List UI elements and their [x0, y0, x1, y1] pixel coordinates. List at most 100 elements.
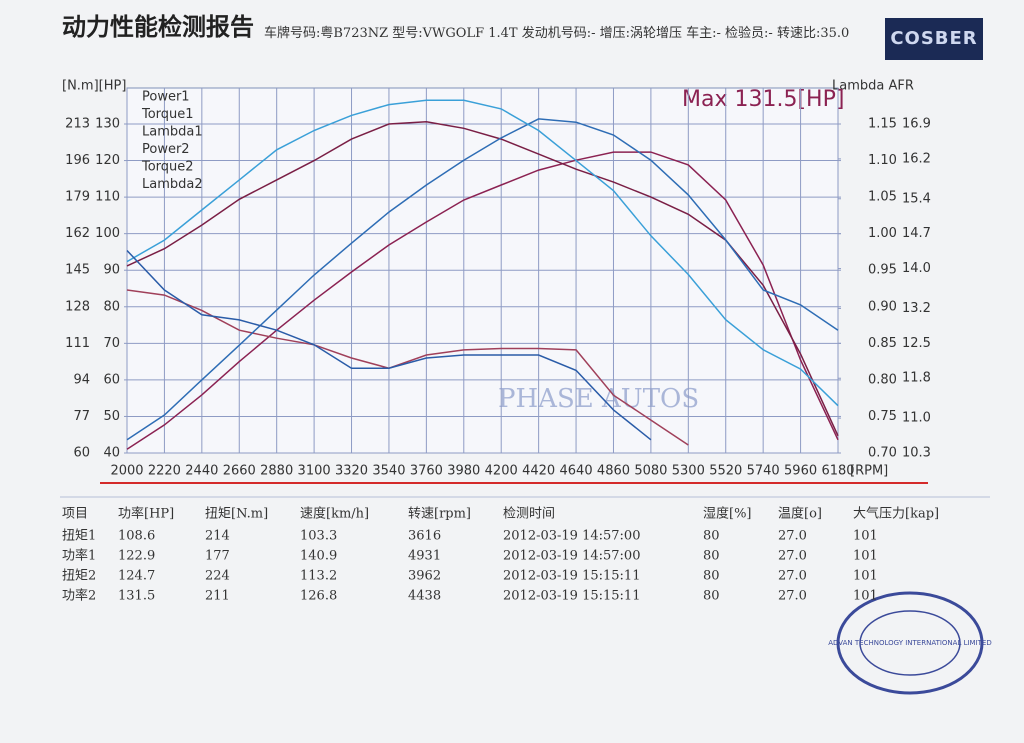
- table-cell: 140.9: [300, 549, 337, 564]
- table-cell: 177: [205, 549, 230, 564]
- table-cell: 101: [853, 529, 878, 544]
- y-tick-label: 1.00: [868, 226, 897, 241]
- stamp-ring: [859, 610, 961, 676]
- legend-entry: Lambda1: [142, 125, 203, 140]
- y-tick-label: 11.0: [902, 411, 931, 426]
- series-line: [126, 118, 839, 441]
- table-header: 项目: [62, 507, 88, 522]
- table-cell: 27.0: [778, 549, 807, 564]
- table-cell: 113.2: [300, 569, 337, 584]
- y-tick-label: 40: [103, 446, 120, 461]
- x-tick-label: 4420: [522, 464, 555, 479]
- y-tick-label: 100: [95, 226, 120, 241]
- y-tick-label: 14.7: [902, 226, 931, 241]
- y-tick-label: 110: [95, 190, 120, 205]
- y-tick-label: 80: [103, 299, 120, 314]
- table-cell: 126.8: [300, 589, 337, 604]
- y-tick-label: 162: [65, 226, 90, 241]
- series-line: [126, 249, 652, 441]
- y-tick-label: 16.2: [902, 151, 931, 166]
- x-tick-label: 2220: [148, 464, 181, 479]
- vehicle-info: 车牌号码:粤B723NZ 型号:VWGOLF 1.4T 发动机号码:- 增压:涡…: [264, 26, 850, 41]
- table-cell: 27.0: [778, 589, 807, 604]
- table-cell: 功率1: [62, 548, 96, 564]
- y-tick-label: 16.9: [902, 117, 931, 132]
- table-cell: 80: [703, 569, 720, 584]
- y-tick-label: 1.15: [868, 117, 897, 132]
- table-cell: 4931: [408, 549, 441, 564]
- table-header: 速度[km/h]: [300, 506, 369, 522]
- legend-entry: Torque2: [141, 160, 194, 175]
- y-tick-label: 0.80: [868, 372, 897, 387]
- series-line: [126, 121, 839, 437]
- y-tick-label: 13.2: [902, 301, 931, 316]
- y-tick-label: 179: [65, 190, 90, 205]
- table-cell: 功率2: [62, 588, 96, 604]
- table-cell: 3962: [408, 569, 441, 584]
- table-header: 转速[rpm]: [408, 507, 471, 522]
- table-cell: 2012-03-19 14:57:00: [503, 529, 640, 544]
- table-cell: 131.5: [118, 589, 155, 604]
- x-tick-label: 2000: [110, 464, 143, 479]
- table-cell: 80: [703, 549, 720, 564]
- y-tick-label: 70: [103, 336, 120, 351]
- table-cell: 2012-03-19 15:15:11: [503, 569, 640, 584]
- y-tick-label: 128: [65, 299, 90, 314]
- table-cell: 103.3: [300, 529, 337, 544]
- left-axis-title: [N.m][HP]: [62, 79, 126, 94]
- y-tick-label: 90: [103, 263, 120, 278]
- x-tick-label: 3980: [447, 464, 480, 479]
- series-line: [126, 151, 839, 450]
- table-cell: 122.9: [118, 549, 155, 564]
- table-cell: 101: [853, 569, 878, 584]
- y-tick-label: 0.70: [868, 446, 897, 461]
- table-cell: 124.7: [118, 569, 155, 584]
- table-header: 大气压力[kap]: [853, 506, 939, 522]
- series-line: [126, 289, 689, 446]
- data-table: 项目 功率[HP] 扭矩[N.m] 速度[km/h] 转速[rpm] 检测时间 湿度[%] 温…: [62, 506, 939, 604]
- x-tick-label: 5520: [709, 464, 742, 479]
- y-tick-label: 1.05: [868, 190, 897, 205]
- x-tick-label: 4640: [560, 464, 593, 479]
- legend-entry: Power1: [142, 90, 190, 105]
- x-tick-label: 3320: [335, 464, 368, 479]
- y-tick-label: 14.0: [902, 261, 931, 276]
- y-tick-label: 213: [65, 117, 90, 132]
- table-cell: 101: [853, 549, 878, 564]
- y-tick-label: 15.4: [902, 191, 931, 206]
- y-tick-label: 145: [65, 263, 90, 278]
- table-header: 扭矩[N.m]: [205, 507, 268, 522]
- y-tick-label: 0.95: [868, 263, 897, 278]
- y-tick-label: 50: [103, 409, 120, 424]
- table-cell: 3616: [408, 529, 441, 544]
- y-tick-label: 0.90: [868, 299, 897, 314]
- table-cell: 27.0: [778, 529, 807, 544]
- y-tick-label: 60: [103, 372, 120, 387]
- report-title: 动力性能检测报告: [62, 13, 254, 41]
- x-tick-label: 5740: [747, 464, 780, 479]
- stamp: ADVAN TECHNOLOGY INTERNATIONAL LIMITED: [828, 591, 992, 695]
- y-tick-label: 10.3: [902, 446, 931, 461]
- logo: COSBER: [885, 18, 983, 60]
- x-tick-label: 2660: [223, 464, 256, 479]
- table-header: 功率[HP]: [118, 506, 174, 522]
- stamp-ring: [836, 591, 984, 695]
- x-tick-label: 2880: [260, 464, 293, 479]
- y-tick-label: 77: [73, 409, 90, 424]
- x-tick-label: 3540: [372, 464, 405, 479]
- legend-entry: Power2: [142, 142, 190, 157]
- y-tick-label: 196: [65, 153, 90, 168]
- table-cell: 80: [703, 589, 720, 604]
- table-header: 检测时间: [503, 507, 555, 522]
- x-tick-label: 5960: [784, 464, 817, 479]
- table-cell: 扭矩2: [62, 569, 96, 584]
- legend-entry: Torque1: [141, 107, 194, 122]
- right-axis-title: Lambda AFR: [832, 79, 914, 94]
- table-cell: 80: [703, 529, 720, 544]
- y-tick-label: 12.5: [902, 336, 931, 351]
- table-cell: 214: [205, 529, 230, 544]
- watermark: PHASE AUTOS: [498, 384, 699, 414]
- y-tick-label: 130: [95, 117, 120, 132]
- legend-entry: Lambda2: [142, 177, 203, 192]
